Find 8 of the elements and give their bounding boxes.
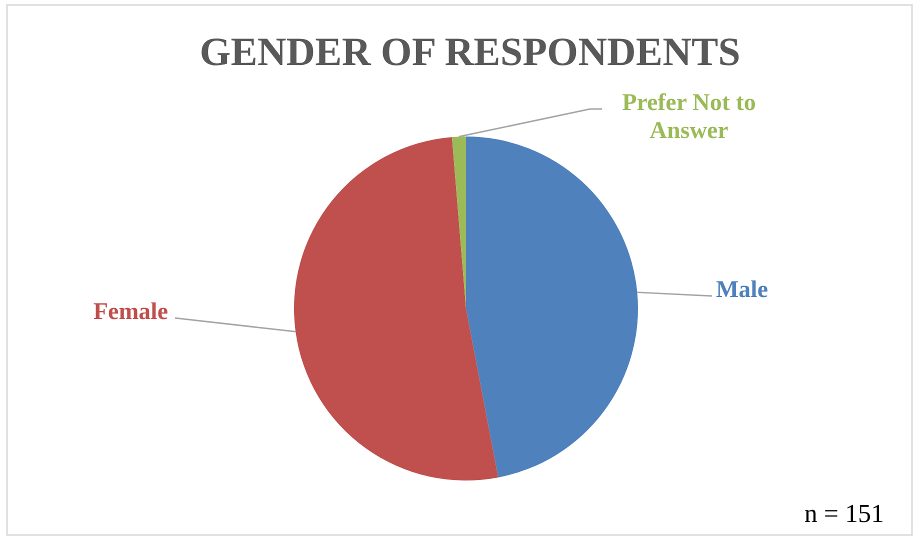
pie-slice [294, 137, 498, 480]
text: n = 151 [804, 499, 884, 528]
slice-label: Male [716, 276, 768, 303]
chart-title: GENDER OF RESPONDENTS [200, 29, 740, 74]
slice-label: Prefer Not to Answer [622, 90, 756, 144]
pie-slice [466, 136, 638, 478]
pie-slice [452, 136, 466, 308]
slice-label: Female [93, 298, 168, 325]
